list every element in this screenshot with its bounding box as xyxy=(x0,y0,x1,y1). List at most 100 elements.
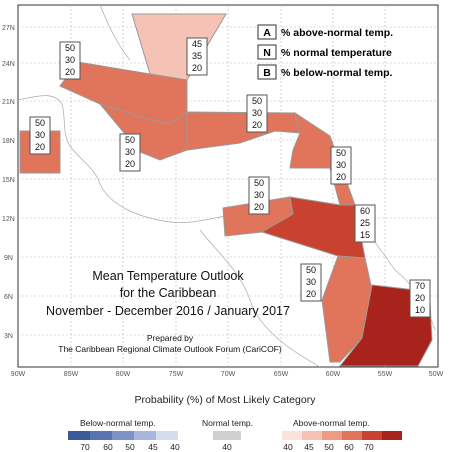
zone-box-greater-antilles-south: 50 30 20 xyxy=(119,133,141,172)
lat-tick: 27N xyxy=(2,25,15,32)
legend-swatch-above-6 xyxy=(382,431,402,440)
zone-box-hispaniola-puerto-rico: 50 30 20 xyxy=(246,94,268,133)
legend-tick: 70 xyxy=(80,442,90,452)
below-value: 20 xyxy=(254,202,264,212)
key-letter-normal: N xyxy=(263,47,271,59)
normal-value: 30 xyxy=(336,160,346,170)
prepared-line-2: The Caribbean Regional Climate Outlook F… xyxy=(58,344,282,354)
lon-axis: 90W 85W 80W 75W 70W 65W 60W 55W 50W xyxy=(11,371,444,378)
zone-box-cuba-jamaica: 50 30 20 xyxy=(59,41,81,80)
title-line-3: November - December 2016 / January 2017 xyxy=(46,304,290,318)
zone-box-trinidad-venezuela: 60 25 15 xyxy=(354,204,376,243)
legend-swatch-below-45 xyxy=(134,431,156,440)
zone-box-guyana: 50 30 20 xyxy=(300,263,322,302)
title-line-2: for the Caribbean xyxy=(120,286,217,300)
normal-value: 30 xyxy=(252,108,262,118)
above-value: 60 xyxy=(360,206,370,216)
legend-tick: 40 xyxy=(170,442,180,452)
title-line-1: Mean Temperature Outlook xyxy=(92,269,244,283)
above-value: 50 xyxy=(65,43,75,53)
legend-normal-label: Normal temp. xyxy=(202,418,254,428)
coastlines xyxy=(17,4,436,368)
zone-guyana xyxy=(321,255,373,363)
normal-value: 20 xyxy=(415,293,425,303)
normal-value: 35 xyxy=(192,51,202,61)
legend-swatch-above-1 xyxy=(282,431,302,440)
legend-swatch-below-50 xyxy=(112,431,134,440)
normal-value: 30 xyxy=(306,277,316,287)
legend-tick: 50 xyxy=(125,442,135,452)
lat-tick: 9N xyxy=(4,255,13,262)
lat-tick: 18N xyxy=(2,138,15,145)
key-letter-above: A xyxy=(263,27,271,39)
legend-swatch-above-2 xyxy=(302,431,322,440)
prepared-line-1: Prepared by xyxy=(147,333,194,343)
normal-value: 30 xyxy=(125,147,135,157)
legend-title: Probability (%) of Most Likely Category xyxy=(134,394,316,406)
normal-value: 30 xyxy=(65,55,75,65)
lon-tick: 50W xyxy=(429,371,444,378)
zone-box-bahamas: 45 35 20 xyxy=(186,37,208,76)
normal-value: 30 xyxy=(254,190,264,200)
below-value: 20 xyxy=(336,172,346,182)
lat-tick: 6N xyxy=(4,294,13,301)
below-value: 20 xyxy=(125,159,135,169)
key-letter-below: B xyxy=(263,67,271,79)
key-text-below: % below-normal temp. xyxy=(281,67,393,79)
normal-value: 25 xyxy=(360,218,370,228)
legend-swatch-below-60 xyxy=(90,431,112,440)
lon-tick: 55W xyxy=(378,371,393,378)
lon-tick: 80W xyxy=(116,371,131,378)
zone-box-belize: 50 30 20 xyxy=(29,116,51,155)
legend-tick: 45 xyxy=(304,442,314,452)
legend-tick: 40 xyxy=(283,442,293,452)
zone-box-southern-caribbean: 50 30 20 xyxy=(248,176,270,215)
lat-tick: 12N xyxy=(2,216,15,223)
lat-tick: 3N xyxy=(4,333,13,340)
lon-tick: 90W xyxy=(11,371,26,378)
category-key: A % above-normal temp. N % normal temper… xyxy=(257,24,393,80)
lat-tick: 24N xyxy=(2,61,15,68)
lon-tick: 60W xyxy=(326,371,341,378)
outlook-map: 45 35 20 50 30 20 50 30 20 50 30 20 50 3… xyxy=(2,4,444,378)
lat-tick: 21N xyxy=(2,99,15,106)
map-title: Mean Temperature Outlook for the Caribbe… xyxy=(46,269,290,354)
legend-swatch-above-3 xyxy=(322,431,342,440)
above-value: 45 xyxy=(192,39,202,49)
zone-box-lesser-antilles: 50 30 20 xyxy=(330,146,352,185)
above-value: 70 xyxy=(415,281,425,291)
below-value: 10 xyxy=(415,305,425,315)
below-value: 20 xyxy=(65,67,75,77)
above-value: 50 xyxy=(306,265,316,275)
legend-tick: 50 xyxy=(324,442,334,452)
zone-box-suriname-french-guiana: 70 20 10 xyxy=(409,279,431,318)
key-text-above: % above-normal temp. xyxy=(281,27,393,39)
below-value: 20 xyxy=(252,120,262,130)
above-value: 50 xyxy=(254,178,264,188)
legend-tick: 40 xyxy=(222,442,232,452)
lon-tick: 85W xyxy=(64,371,79,378)
lat-axis: 27N 24N 21N 18N 15N 12N 9N 6N 3N xyxy=(2,25,15,340)
legend-below-label: Below-normal temp. xyxy=(80,418,156,428)
below-value: 20 xyxy=(306,289,316,299)
lon-tick: 75W xyxy=(169,371,184,378)
below-value: 15 xyxy=(360,230,370,240)
above-value: 50 xyxy=(35,118,45,128)
legend-swatch-above-4 xyxy=(342,431,362,440)
legend-tick: 60 xyxy=(103,442,113,452)
above-value: 50 xyxy=(125,135,135,145)
above-value: 50 xyxy=(252,96,262,106)
legend-tick: 60 xyxy=(344,442,354,452)
above-value: 50 xyxy=(336,148,346,158)
legend-tick: 70 xyxy=(364,442,374,452)
legend-above-label: Above-normal temp. xyxy=(293,418,370,428)
lon-tick: 65W xyxy=(274,371,289,378)
normal-value: 30 xyxy=(35,130,45,140)
legend-swatch-above-5 xyxy=(362,431,382,440)
lat-tick: 15N xyxy=(2,177,15,184)
legend-swatch-below-70 xyxy=(68,431,90,440)
legend-tick: 45 xyxy=(148,442,158,452)
legend-swatch-below-40 xyxy=(156,431,178,440)
key-text-normal: % normal temperature xyxy=(281,47,392,59)
below-value: 20 xyxy=(35,142,45,152)
